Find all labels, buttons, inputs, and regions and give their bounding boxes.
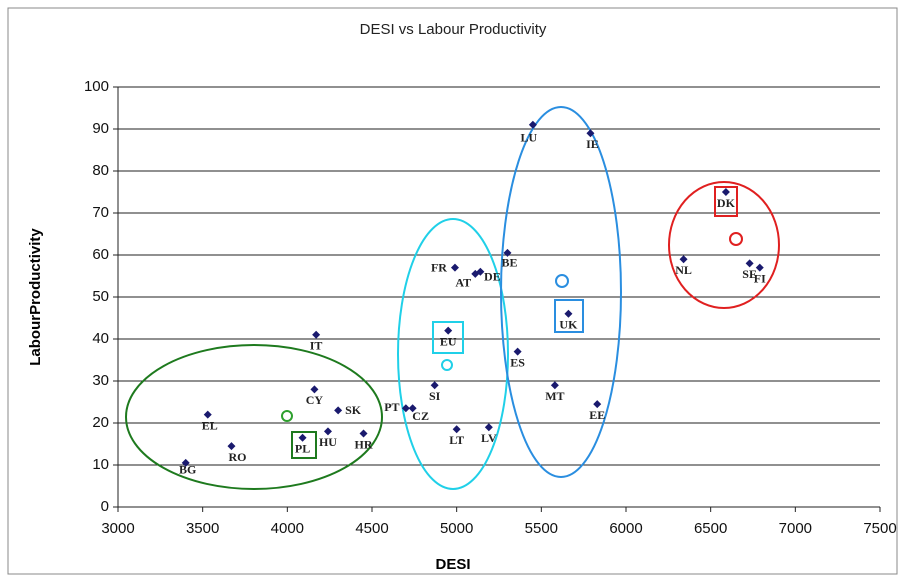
point	[310, 385, 319, 394]
x-tick-label: 5000	[440, 520, 473, 537]
point-label: PT	[384, 400, 399, 414]
x-tick-label: 4500	[355, 520, 388, 537]
point-label: EU	[440, 334, 457, 348]
group-circle	[555, 274, 569, 288]
highlight-box	[554, 299, 584, 333]
point	[484, 423, 493, 432]
point-label: SE	[742, 267, 757, 281]
x-tick-label: 7500	[863, 520, 896, 537]
point-label: IT	[310, 339, 323, 353]
point-label: UK	[559, 318, 578, 332]
point-label: EL	[202, 418, 218, 432]
point	[323, 427, 332, 436]
point-label: HR	[355, 437, 373, 451]
y-tick-label: 40	[92, 330, 109, 347]
group-circle	[729, 232, 743, 246]
y-tick-label: 20	[92, 414, 109, 431]
group-circle	[281, 410, 293, 422]
y-tick-label: 80	[92, 162, 109, 179]
point	[298, 433, 307, 442]
point	[503, 248, 512, 257]
point-label: CY	[306, 393, 324, 407]
x-tick-label: 3500	[186, 520, 219, 537]
point	[755, 263, 764, 272]
group-ellipse	[397, 218, 509, 490]
x-tick-label: 3000	[101, 520, 134, 537]
y-tick-label: 30	[92, 372, 109, 389]
point-label: RO	[228, 450, 246, 464]
point-label: SI	[429, 389, 441, 403]
point	[401, 404, 410, 413]
point-label: AT	[455, 276, 471, 290]
point-label: LV	[481, 431, 497, 445]
point-label: ES	[510, 355, 525, 369]
point-label: DK	[717, 196, 736, 210]
y-tick-label: 70	[92, 204, 109, 221]
highlight-box	[714, 186, 738, 217]
point-label: PL	[295, 441, 310, 455]
point	[679, 255, 688, 264]
group-ellipse	[668, 181, 780, 309]
y-tick-label: 0	[101, 498, 109, 515]
point-label: IE	[586, 137, 599, 151]
point-label: DE	[484, 270, 501, 284]
x-tick-label: 6000	[609, 520, 642, 537]
x-tick-label: 4000	[271, 520, 304, 537]
group-ellipse	[500, 106, 622, 478]
point	[227, 442, 236, 451]
point	[745, 259, 754, 268]
point-label: HU	[319, 435, 337, 449]
highlight-box	[291, 431, 317, 459]
point-label: FR	[431, 260, 447, 274]
point	[513, 347, 522, 356]
point	[476, 267, 485, 276]
group-circle	[441, 359, 453, 371]
y-tick-label: 50	[92, 288, 109, 305]
point-label: LT	[449, 433, 464, 447]
point-label: EE	[589, 408, 605, 422]
point	[586, 129, 595, 138]
chart-title: DESI vs Labour Productivity	[360, 21, 547, 38]
point-label: SK	[345, 403, 362, 417]
point	[450, 263, 459, 272]
point	[593, 400, 602, 409]
x-tick-label: 6500	[694, 520, 727, 537]
point-label: BG	[179, 463, 196, 477]
point-label: LU	[521, 131, 538, 145]
y-axis-label: LabourProductivity	[27, 228, 44, 366]
point	[550, 381, 559, 390]
point-label: FI	[754, 271, 766, 285]
point	[312, 330, 321, 339]
point-label: CZ	[412, 409, 429, 423]
point-label: MT	[545, 389, 564, 403]
point	[564, 309, 573, 318]
point-label: BE	[501, 256, 517, 270]
y-tick-label: 90	[92, 120, 109, 137]
frame	[7, 7, 898, 575]
point	[334, 406, 343, 415]
x-tick-label: 5500	[525, 520, 558, 537]
point	[408, 404, 417, 413]
point	[721, 188, 730, 196]
y-tick-label: 60	[92, 246, 109, 263]
point	[359, 429, 368, 438]
point	[528, 120, 537, 129]
point	[203, 410, 212, 419]
annotations	[125, 106, 780, 490]
group-ellipse	[125, 344, 383, 490]
point	[452, 425, 461, 434]
highlight-box	[432, 321, 464, 354]
point	[181, 458, 190, 467]
point-label: NL	[675, 263, 692, 277]
y-tick-label: 10	[92, 456, 109, 473]
x-tick-label: 7000	[779, 520, 812, 537]
point	[430, 381, 439, 390]
point	[444, 326, 453, 335]
y-tick-label: 100	[84, 78, 109, 95]
x-axis-label: DESI	[435, 556, 470, 573]
